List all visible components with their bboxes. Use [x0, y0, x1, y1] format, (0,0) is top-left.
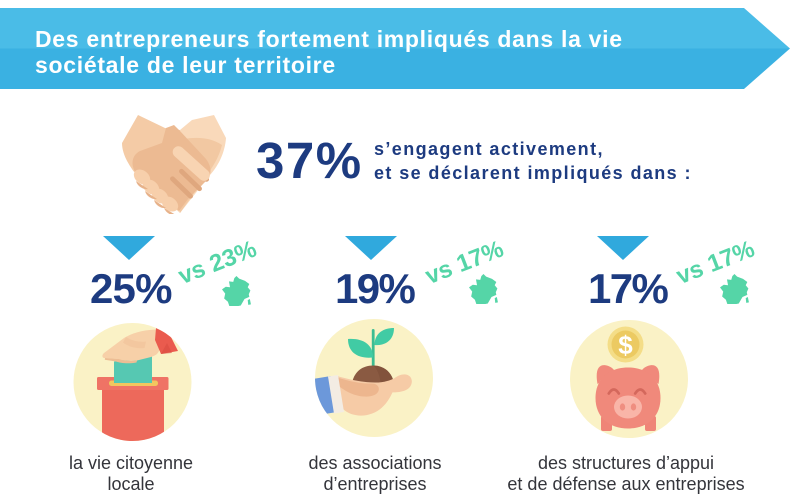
svg-text:$: $ [618, 330, 633, 360]
